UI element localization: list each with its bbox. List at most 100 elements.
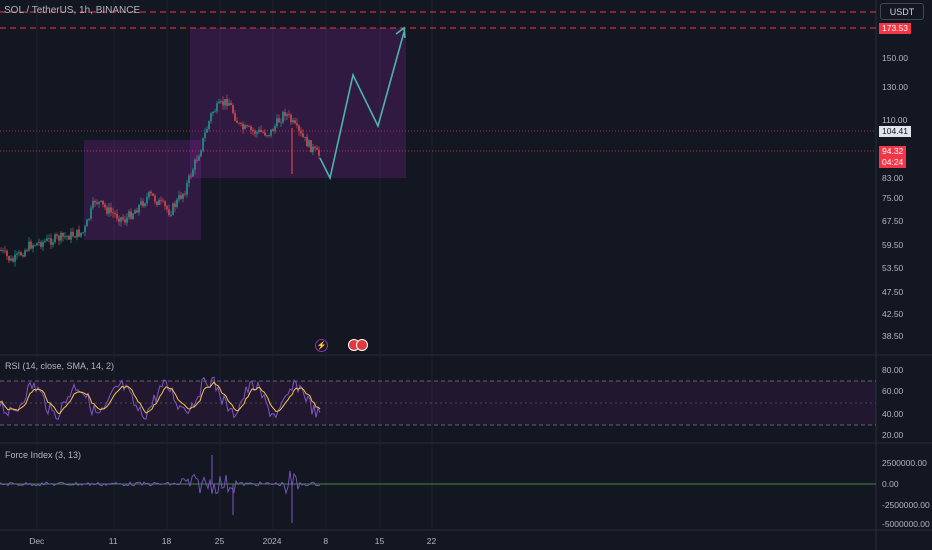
candle-body (290, 114, 292, 123)
candle-body (206, 128, 208, 133)
candle-body (300, 130, 302, 134)
rsi-tick: 20.00 (882, 430, 904, 440)
rsi-line (0, 376, 321, 421)
price-tick: 38.50 (882, 331, 904, 341)
candle-body (258, 129, 260, 132)
candle-body (310, 140, 312, 153)
candle-body (264, 132, 266, 136)
candle-body (6, 250, 8, 257)
candle-body (54, 234, 56, 243)
candle-body (268, 135, 270, 136)
candle-body (126, 217, 128, 223)
candle-body (2, 250, 4, 252)
projection-path (319, 31, 405, 181)
candle-body (90, 207, 92, 219)
candle-body (226, 98, 228, 106)
price-tick: 59.50 (882, 240, 904, 250)
candle-body (36, 242, 38, 246)
price-tick: 130.00 (882, 82, 908, 92)
candle-body (232, 105, 234, 113)
candle-body (40, 242, 42, 247)
date-tick: 18 (161, 536, 172, 546)
candle-body (198, 156, 200, 161)
rsi-tick: 40.00 (882, 409, 904, 419)
symbol-title[interactable]: SOL / TetherUS, 1h, BINANCE (4, 5, 141, 16)
candle-body (150, 191, 152, 194)
candle-body (256, 131, 258, 134)
candle-body (254, 131, 256, 134)
candle-body (234, 112, 236, 121)
price-tick: 42.50 (882, 309, 904, 319)
candle-body (98, 201, 100, 204)
horizontal-line-price-tag: 104.41 (879, 126, 911, 137)
candle-body (220, 101, 222, 102)
date-tick: 22 (426, 536, 437, 546)
target-price-tag: 173.53 (879, 23, 911, 34)
candle-body (302, 133, 304, 138)
force-tick: 2500000.00 (882, 458, 927, 468)
candle-body (166, 206, 168, 210)
candle-body (76, 229, 78, 238)
candle-body (214, 111, 216, 113)
candle-body (18, 252, 20, 254)
date-tick: 8 (323, 536, 329, 546)
force-index-line (0, 470, 321, 496)
candle-body (202, 137, 204, 151)
candle-body (106, 207, 108, 214)
force-tick: -2500000.00 (882, 500, 930, 510)
lightning-icon[interactable]: ⚡ (315, 339, 328, 352)
candle-body (120, 217, 122, 222)
rsi-label[interactable]: RSI (14, close, SMA, 14, 2) (5, 361, 115, 371)
candle-body (58, 235, 60, 241)
us-flag-icon[interactable] (356, 339, 368, 351)
candle-body (22, 255, 24, 257)
force-tick: -5000000.00 (882, 519, 930, 529)
candle-body (72, 231, 74, 237)
candle-body (274, 125, 276, 132)
candle-body (216, 103, 218, 112)
candle-body (178, 195, 180, 200)
force-index-label[interactable]: Force Index (3, 13) (5, 450, 82, 460)
candle-body (86, 219, 88, 227)
last-price-tag: 94.32 (879, 146, 907, 157)
candle-body (134, 210, 136, 214)
candle-body (312, 146, 314, 153)
candle-body (164, 201, 166, 207)
candle-body (52, 242, 54, 245)
candle-body (96, 202, 98, 204)
candle-body (196, 159, 198, 161)
candle-body (108, 207, 110, 214)
price-tick: 110.00 (882, 115, 908, 125)
candle-body (238, 122, 240, 124)
candle-body (136, 210, 138, 213)
candle-body (132, 213, 134, 219)
candle-body (172, 203, 174, 215)
candle-body (224, 98, 226, 106)
candle-body (152, 193, 154, 196)
rsi-tick: 80.00 (882, 365, 904, 375)
candle-body (34, 245, 36, 247)
candle-body (28, 241, 30, 251)
candle-body (94, 200, 96, 203)
candle-body (240, 123, 242, 124)
currency-button[interactable]: USDT (880, 3, 924, 20)
candle-body (114, 213, 116, 214)
candle-body (182, 193, 184, 199)
candle-body (158, 199, 160, 205)
candle-body (124, 219, 126, 223)
candle-body (306, 136, 308, 147)
candle-body (84, 226, 86, 233)
candle-body (192, 169, 194, 177)
target-zone (190, 28, 406, 178)
candle-body (222, 101, 224, 106)
candle-body (56, 234, 58, 236)
candle-body (156, 201, 158, 205)
candle-body (148, 191, 150, 198)
candle-body (46, 238, 48, 242)
price-tick: 53.50 (882, 263, 904, 273)
candle-body (130, 211, 132, 219)
candle-body (112, 212, 114, 214)
candle-body (74, 236, 76, 238)
candle-body (188, 175, 190, 184)
